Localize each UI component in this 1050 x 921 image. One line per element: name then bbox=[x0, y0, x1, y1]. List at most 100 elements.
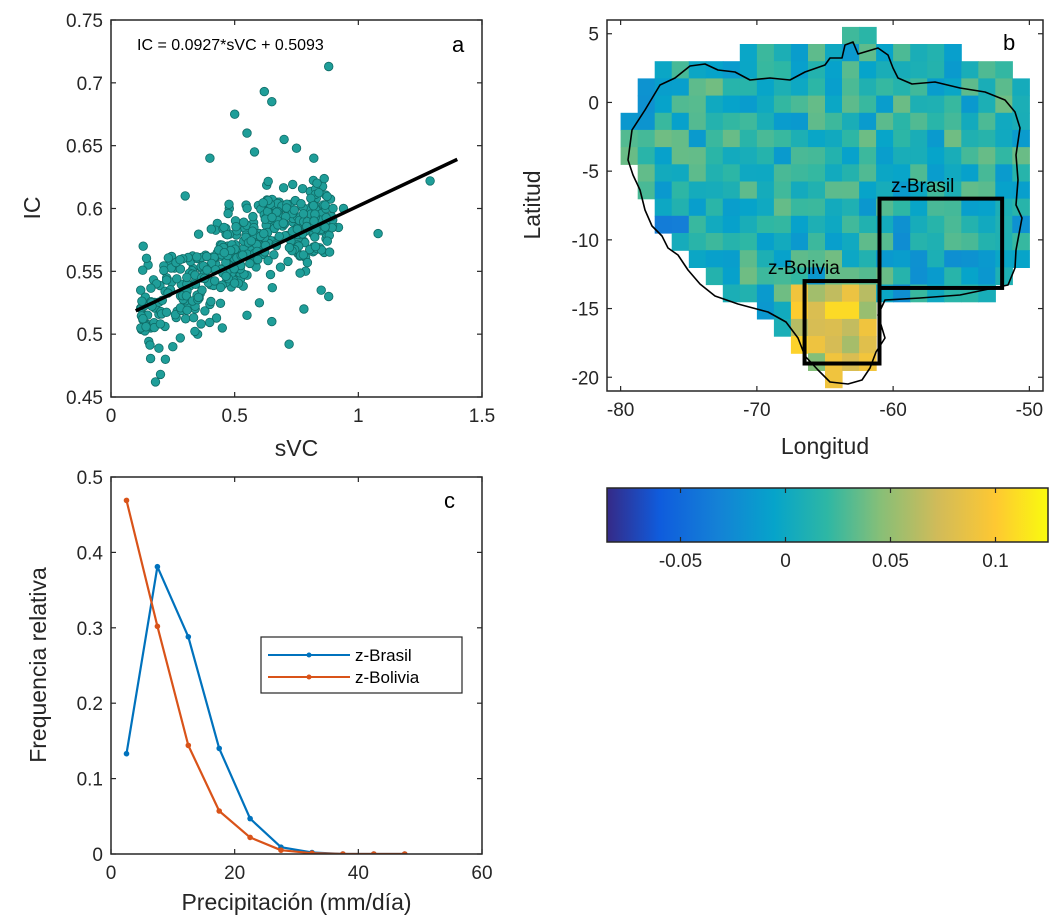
heatmap-cell bbox=[620, 129, 639, 148]
heatmap-cell bbox=[893, 181, 911, 200]
heatmap-cell bbox=[1012, 198, 1030, 217]
heatmap-cell bbox=[893, 78, 911, 97]
heatmap-cell bbox=[756, 198, 775, 217]
scatter-point bbox=[284, 339, 294, 349]
x-tick-label: 20 bbox=[224, 863, 245, 884]
scatter-point bbox=[269, 250, 279, 260]
panel-a-ticks: 0 0.5 1 1.5 0.45 0.5 0.55 0.6 0.65 0.7 0.75 bbox=[66, 11, 495, 427]
heatmap-cell bbox=[927, 44, 945, 62]
heatmap-cell bbox=[756, 250, 775, 268]
heatmap-cell bbox=[808, 95, 826, 114]
heatmap-cell bbox=[910, 164, 928, 183]
y-tick-label: 0.1 bbox=[77, 770, 103, 791]
heatmap-cell bbox=[705, 267, 724, 286]
scatter-point bbox=[322, 191, 332, 202]
heatmap-cell bbox=[927, 61, 945, 79]
scatter-point bbox=[283, 256, 293, 267]
heatmap-cell bbox=[637, 112, 656, 131]
heatmap-cell bbox=[859, 284, 877, 303]
scatter-point bbox=[267, 283, 278, 293]
heatmap-cell bbox=[842, 198, 860, 217]
scatter-point bbox=[145, 340, 155, 350]
heatmap-cell bbox=[739, 233, 758, 251]
heatmap-cell bbox=[825, 78, 843, 97]
series-point-z-brasil bbox=[185, 634, 192, 640]
y-tick-label: 0 bbox=[92, 845, 103, 866]
heatmap-cell bbox=[995, 129, 1013, 148]
panel-b-region-label-z-bolivia: z-Bolivia bbox=[768, 258, 840, 279]
panel-b-basin-outline bbox=[627, 41, 1023, 385]
x-tick-label: 60 bbox=[471, 863, 492, 884]
panel-a-xlabel: sVC bbox=[275, 435, 318, 461]
heatmap-cell bbox=[859, 336, 877, 354]
panel-b-axes-box bbox=[606, 19, 1044, 392]
heatmap-cell bbox=[927, 181, 945, 200]
heatmap-cell bbox=[773, 112, 792, 131]
heatmap-cell bbox=[944, 198, 962, 217]
series-point-z-bolivia bbox=[185, 742, 192, 749]
scatter-point bbox=[138, 241, 148, 251]
y-tick-label: 0.5 bbox=[77, 468, 103, 489]
heatmap-cell bbox=[722, 233, 741, 251]
scatter-point bbox=[175, 333, 186, 343]
heatmap-cell bbox=[944, 78, 962, 97]
scatter-point bbox=[172, 274, 182, 284]
heatmap-cell bbox=[688, 164, 707, 183]
y-tick-label: -5 bbox=[582, 162, 599, 183]
x-tick-label: 0 bbox=[106, 863, 117, 884]
heatmap-cell bbox=[637, 181, 656, 200]
x-tick-label: -60 bbox=[879, 400, 906, 421]
scatter-point bbox=[229, 278, 240, 288]
scatter-point bbox=[215, 298, 226, 309]
heatmap-cell bbox=[910, 181, 928, 200]
heatmap-cell bbox=[808, 336, 826, 354]
heatmap-cell bbox=[859, 95, 877, 114]
x-tick-label: -50 bbox=[1016, 400, 1043, 421]
heatmap-cell bbox=[722, 95, 741, 114]
heatmap-cell bbox=[773, 164, 792, 183]
scatter-point bbox=[137, 296, 147, 306]
scatter-point bbox=[289, 205, 300, 215]
series-line-z-bolivia bbox=[125, 500, 405, 854]
heatmap-cell bbox=[654, 95, 673, 114]
heatmap-cell bbox=[773, 267, 792, 286]
heatmap-cell bbox=[893, 44, 911, 62]
x-tick-label: 40 bbox=[348, 863, 369, 884]
x-tick-label: 0.5 bbox=[221, 406, 247, 427]
heatmap-cell bbox=[705, 198, 724, 217]
heatmap-cell bbox=[944, 129, 962, 148]
heatmap-cell bbox=[995, 112, 1013, 131]
scatter-point bbox=[425, 176, 435, 186]
scatter-point bbox=[322, 236, 333, 246]
scatter-point bbox=[229, 109, 240, 119]
heatmap-cell bbox=[722, 61, 741, 79]
heatmap-cell bbox=[978, 164, 996, 183]
scatter-point bbox=[312, 178, 322, 188]
heatmap-cell bbox=[790, 95, 809, 114]
scatter-point bbox=[209, 276, 220, 286]
y-tick-label: -20 bbox=[572, 368, 599, 389]
heatmap-cell bbox=[978, 215, 996, 234]
scatter-point bbox=[319, 173, 329, 184]
x-tick-label: 1.5 bbox=[469, 406, 495, 427]
heatmap-cell bbox=[705, 233, 724, 251]
heatmap-cell bbox=[893, 61, 911, 79]
heatmap-cell bbox=[739, 112, 758, 131]
scatter-point bbox=[206, 224, 217, 234]
heatmap-cell bbox=[790, 112, 809, 131]
series-point-z-brasil bbox=[154, 563, 161, 570]
heatmap-cell bbox=[637, 164, 656, 183]
heatmap-cell bbox=[842, 164, 860, 183]
scatter-point bbox=[246, 236, 256, 246]
scatter-point bbox=[298, 250, 309, 260]
scatter-point bbox=[267, 212, 277, 223]
y-tick-label: 0.5 bbox=[77, 325, 103, 346]
heatmap-cell bbox=[688, 112, 707, 131]
scatter-point bbox=[182, 305, 192, 316]
heatmap-cell bbox=[637, 147, 656, 165]
heatmap-cell bbox=[961, 112, 979, 131]
heatmap-cell bbox=[842, 233, 860, 251]
heatmap-cell bbox=[825, 147, 843, 165]
heatmap-cell bbox=[825, 284, 843, 303]
